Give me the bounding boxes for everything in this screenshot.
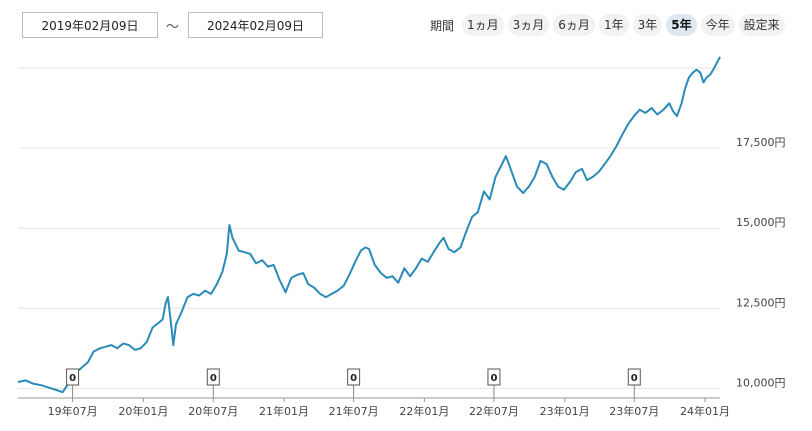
- y-tick-label: 15,000円: [736, 216, 786, 229]
- period-3m-button[interactable]: 3ヵ月: [507, 14, 550, 36]
- y-tick-label: 17,500円: [736, 136, 786, 149]
- x-tick-label: 21年07月: [329, 404, 379, 418]
- dividend-marker[interactable]: [347, 368, 361, 386]
- period-5y-button[interactable]: 5年: [666, 14, 697, 36]
- date-to-value: 2024年02月09日: [206, 18, 305, 33]
- dividend-marker[interactable]: [66, 368, 80, 386]
- date-range-separator: ～: [166, 20, 180, 35]
- period-ytd-button[interactable]: 今年: [700, 14, 735, 36]
- period-1y-button[interactable]: 1年: [598, 14, 629, 36]
- dividend-marker[interactable]: [206, 368, 220, 386]
- x-tick-label: 23年01月: [540, 404, 590, 418]
- period-label: 期間: [430, 18, 455, 33]
- x-tick-label: 19年07月: [48, 404, 98, 418]
- dividend-value: 0: [210, 373, 217, 384]
- y-tick-label: 10,000円: [736, 376, 786, 389]
- period-3y-button[interactable]: 3年: [632, 14, 663, 36]
- price-series-line: [17, 56, 721, 394]
- dividend-marker[interactable]: [487, 368, 501, 386]
- date-to-input[interactable]: 2024年02月09日: [188, 12, 323, 38]
- x-tick-label: 23年07月: [609, 404, 659, 418]
- period-6m-button[interactable]: 6ヵ月: [553, 14, 595, 36]
- date-from-input[interactable]: 2019年02月09日: [22, 12, 158, 38]
- x-tick-label: 20年07月: [188, 404, 238, 418]
- period-since-inception-button[interactable]: 設定来: [738, 14, 785, 36]
- date-from-value: 2019年02月09日: [41, 18, 139, 33]
- y-tick-label: 12,500円: [736, 296, 786, 309]
- dividend-value: 0: [350, 373, 357, 384]
- dividend-value: 0: [69, 373, 76, 384]
- period-1m-button[interactable]: 1ヵ月: [462, 14, 504, 36]
- dividend-marker[interactable]: [627, 368, 641, 386]
- x-tick-label: 21年01月: [259, 404, 309, 418]
- x-tick-label: 24年01月: [680, 404, 730, 418]
- dividend-value: 0: [631, 373, 638, 384]
- x-tick-label: 20年01月: [118, 404, 168, 418]
- dividend-value: 0: [490, 373, 497, 384]
- x-tick-label: 22年01月: [399, 404, 449, 418]
- period-selector: 期間 1ヵ月 3ヵ月 6ヵ月 1年 3年 5年 今年 設定来: [430, 14, 787, 36]
- x-tick-label: 22年07月: [469, 404, 519, 418]
